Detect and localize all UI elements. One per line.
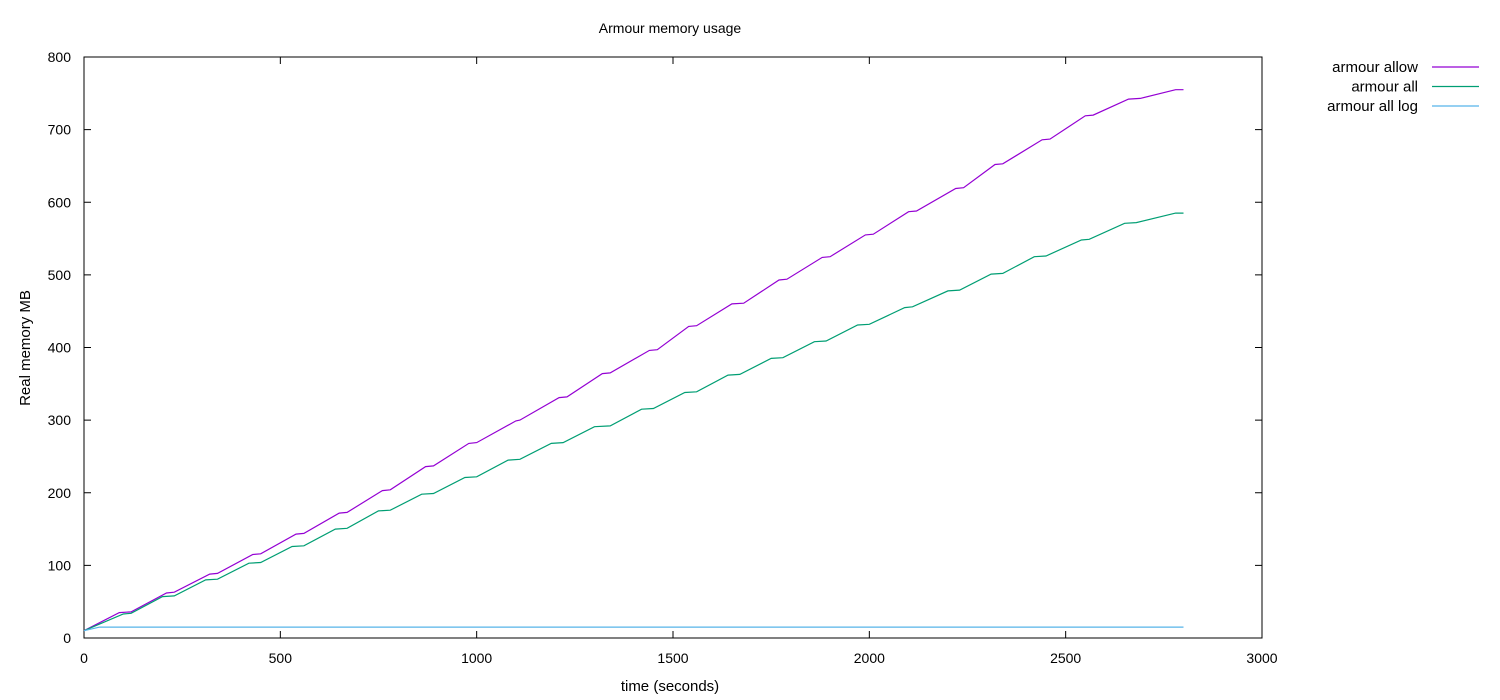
y-tick-label: 100 [48,557,72,573]
x-tick-label: 2500 [1050,650,1081,666]
x-tick-label: 3000 [1246,650,1277,666]
y-axis: 0 100 200 300 400 500 600 700 800 [48,49,1262,646]
series-line-armour-all-log [83,626,1184,632]
legend-label-armour-all: armour all [1351,79,1418,96]
y-axis-label: Real memory MB [17,290,34,406]
legend: armour allow armour all armour all log [1327,59,1479,115]
legend-label-armour-all-log: armour all log [1327,98,1418,115]
x-tick-label: 500 [269,650,293,666]
x-axis-label: time (seconds) [621,678,719,695]
chart-title: Armour memory usage [599,20,742,36]
series-line-armour-all [83,212,1184,632]
x-tick-label: 1500 [657,650,688,666]
y-tick-label: 400 [48,340,72,356]
legend-label-armour-allow: armour allow [1332,59,1418,76]
plot-frame [83,56,1263,639]
series-line-armour-allow [83,89,1184,632]
x-tick-label: 0 [80,650,88,666]
y-tick-label: 600 [48,194,72,210]
y-tick-label: 200 [48,485,72,501]
x-tick-label: 1000 [461,650,492,666]
y-tick-label: 0 [63,630,71,646]
y-tick-label: 500 [48,267,72,283]
y-tick-label: 300 [48,412,72,428]
y-tick-label: 800 [48,49,72,65]
x-tick-label: 2000 [854,650,885,666]
y-tick-label: 700 [48,122,72,138]
x-axis: 0 500 1000 1500 2000 2500 3000 [80,57,1278,666]
series-layer [83,89,1184,632]
